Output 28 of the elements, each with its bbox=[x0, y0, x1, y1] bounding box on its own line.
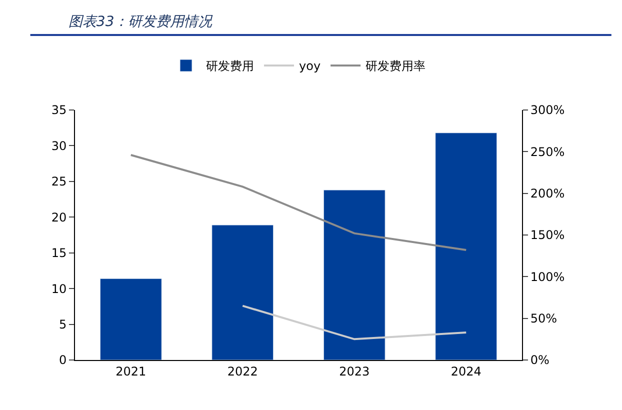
line-series bbox=[130, 154, 468, 251]
bar bbox=[323, 190, 386, 360]
y2-tick-label: 50% bbox=[530, 312, 558, 326]
y2-tick-label: 0% bbox=[530, 353, 550, 368]
y-tick-label: 25 bbox=[51, 174, 67, 189]
legend-label: yoy bbox=[299, 59, 321, 74]
y2-tick-label: 100% bbox=[530, 270, 565, 284]
x-tick-label: 2024 bbox=[450, 364, 482, 378]
x-tick-label: 2021 bbox=[116, 364, 146, 378]
y-tick-label: 35 bbox=[51, 103, 67, 118]
legend-label: 研发费用率 bbox=[366, 59, 426, 74]
bar bbox=[212, 224, 274, 360]
y-tick-label: 0 bbox=[58, 353, 67, 368]
y-tick-label: 20 bbox=[51, 210, 67, 224]
y-tick-label: 30 bbox=[51, 138, 67, 153]
y2-tick-label: 300% bbox=[530, 103, 565, 118]
chart-title: 图表33：研发费用情况 bbox=[68, 14, 214, 30]
y2-tick-label: 200% bbox=[530, 186, 565, 201]
y-tick-label: 5 bbox=[58, 317, 67, 332]
legend-label: 研发费用 bbox=[206, 59, 254, 74]
bar bbox=[435, 132, 498, 360]
y-tick-label: 15 bbox=[51, 246, 67, 260]
x-tick-label: 2022 bbox=[227, 364, 258, 378]
y2-tick-label: 150% bbox=[530, 228, 565, 242]
bar bbox=[100, 278, 162, 360]
x-tick-label: 2023 bbox=[339, 364, 370, 378]
y-tick-label: 10 bbox=[51, 282, 67, 296]
y2-tick-label: 250% bbox=[530, 144, 565, 159]
